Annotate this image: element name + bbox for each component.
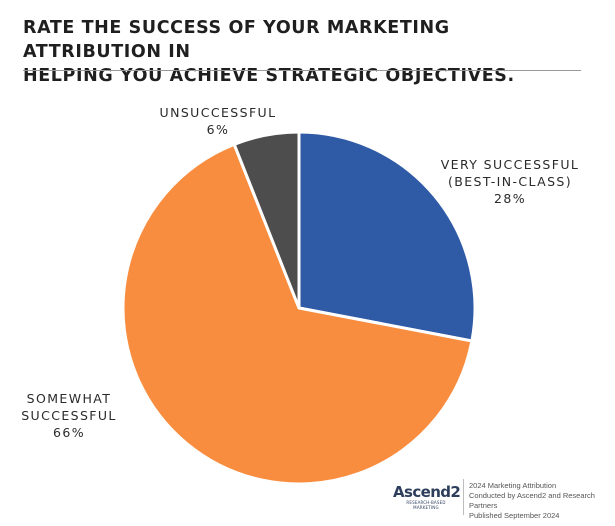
chart-title: RATE THE SUCCESS OF YOUR MARKETING ATTRI… bbox=[23, 16, 593, 88]
ascend2-logo: Ascend2 RESEARCH-BASED MARKETING bbox=[393, 483, 461, 510]
footer-line-2: Conducted by Ascend2 and Research Partne… bbox=[469, 491, 595, 510]
slice-label-very-successful-line-2: (BEST-IN-CLASS) bbox=[447, 174, 573, 189]
logo-wordmark: Ascend2 bbox=[393, 483, 461, 501]
footer-line-3: Published September 2024 bbox=[469, 511, 560, 520]
slice-label-somewhat-successful: SOMEWHAT SUCCESSFUL 66% bbox=[6, 390, 132, 441]
footer-line-1: 2024 Marketing Attribution bbox=[469, 481, 557, 490]
pie-slice-very-successful bbox=[297, 130, 477, 343]
slice-label-somewhat-successful-line-1: SOMEWHAT bbox=[26, 391, 112, 406]
slice-value-unsuccessful: 6% bbox=[206, 122, 230, 137]
footer-divider bbox=[463, 479, 464, 515]
chart-title-line-1: RATE THE SUCCESS OF YOUR MARKETING ATTRI… bbox=[23, 18, 450, 62]
chart-title-line-2: HELPING YOU ACHIEVE STRATEGIC OBJECTIVES… bbox=[23, 66, 515, 86]
slice-label-unsuccessful: UNSUCCESSFUL 6% bbox=[150, 104, 286, 138]
pie-slice-somewhat-successful bbox=[121, 142, 474, 486]
slice-label-very-successful: VERY SUCCESSFUL (BEST-IN-CLASS) 28% bbox=[430, 156, 590, 207]
title-divider bbox=[23, 70, 581, 71]
slice-label-very-successful-line-1: VERY SUCCESSFUL bbox=[440, 157, 580, 172]
slice-value-very-successful: 28% bbox=[494, 191, 526, 206]
logo-tagline: RESEARCH-BASED MARKETING bbox=[406, 500, 446, 510]
slice-label-somewhat-successful-line-2: SUCCESSFUL bbox=[21, 408, 117, 423]
slice-label-unsuccessful-line-1: UNSUCCESSFUL bbox=[159, 105, 277, 120]
footer-source: 2024 Marketing Attribution Conducted by … bbox=[469, 481, 615, 521]
slice-value-somewhat-successful: 66% bbox=[53, 425, 85, 440]
pie-slice-unsuccessful bbox=[232, 130, 301, 310]
